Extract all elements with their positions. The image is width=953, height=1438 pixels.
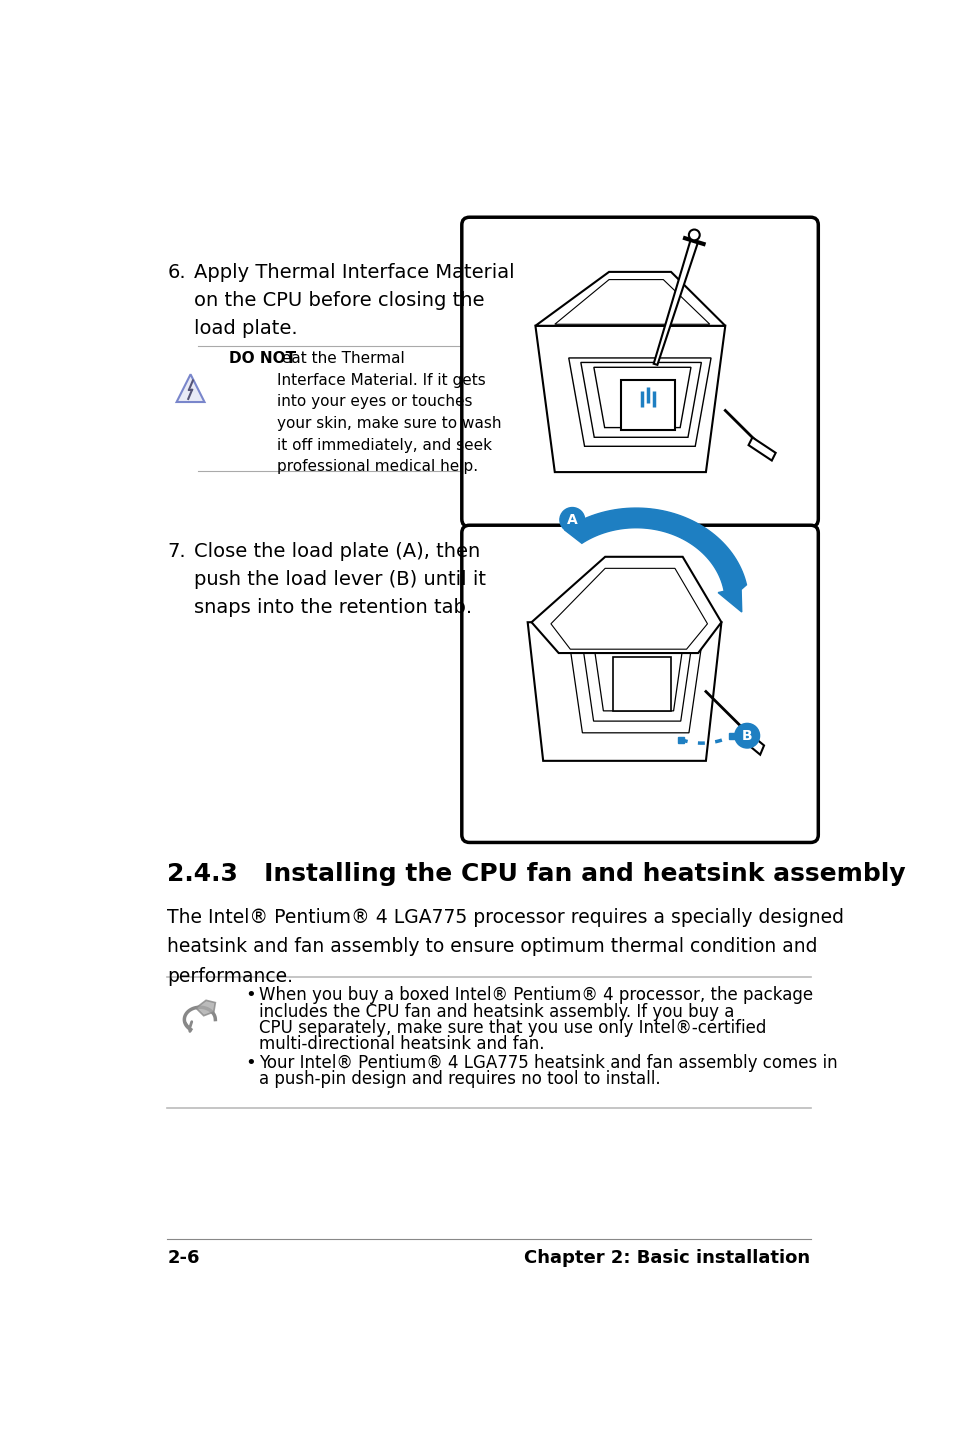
Polygon shape (620, 380, 674, 430)
Text: Your Intel® Pentium® 4 LGA775 heatsink and fan assembly comes in: Your Intel® Pentium® 4 LGA775 heatsink a… (258, 1054, 837, 1073)
Polygon shape (748, 437, 775, 460)
FancyBboxPatch shape (461, 525, 818, 843)
Text: 2.4.3   Installing the CPU fan and heatsink assembly: 2.4.3 Installing the CPU fan and heatsin… (167, 861, 905, 886)
Polygon shape (593, 367, 690, 427)
Text: Close the load plate (A), then
push the load lever (B) until it
snaps into the r: Close the load plate (A), then push the … (194, 542, 486, 617)
Text: •: • (245, 1054, 255, 1073)
Polygon shape (195, 1001, 215, 1015)
Text: •: • (245, 986, 255, 1005)
Polygon shape (653, 240, 698, 365)
Polygon shape (535, 326, 724, 472)
Text: When you buy a boxed Intel® Pentium® 4 processor, the package: When you buy a boxed Intel® Pentium® 4 p… (258, 986, 812, 1005)
Text: multi-directional heatsink and fan.: multi-directional heatsink and fan. (258, 1035, 543, 1053)
Polygon shape (736, 726, 763, 755)
Circle shape (734, 723, 759, 748)
Polygon shape (527, 623, 720, 761)
Text: CPU separately, make sure that you use only Intel®-certified: CPU separately, make sure that you use o… (258, 1018, 765, 1037)
Text: A: A (566, 513, 578, 526)
Polygon shape (535, 272, 724, 326)
Text: includes the CPU fan and heatsink assembly. If you buy a: includes the CPU fan and heatsink assemb… (258, 1002, 734, 1021)
FancyBboxPatch shape (461, 217, 818, 526)
Polygon shape (176, 374, 204, 403)
Polygon shape (568, 640, 701, 733)
Text: eat the Thermal
Interface Material. If it gets
into your eyes or touches
your sk: eat the Thermal Interface Material. If i… (277, 351, 501, 475)
Circle shape (559, 508, 584, 532)
Polygon shape (550, 568, 707, 649)
Text: Chapter 2: Basic installation: Chapter 2: Basic installation (524, 1250, 810, 1267)
Text: 6.: 6. (167, 263, 186, 282)
Text: Apply Thermal Interface Material
on the CPU before closing the
load plate.: Apply Thermal Interface Material on the … (194, 263, 515, 338)
Polygon shape (582, 644, 691, 720)
Text: DO NOT: DO NOT (229, 351, 296, 367)
Text: The Intel® Pentium® 4 LGA775 processor requires a specially designed
heatsink an: The Intel® Pentium® 4 LGA775 processor r… (167, 907, 843, 986)
Text: a push-pin design and requires no tool to install.: a push-pin design and requires no tool t… (258, 1070, 659, 1089)
Polygon shape (564, 508, 745, 613)
Polygon shape (555, 279, 709, 324)
Text: 2-6: 2-6 (167, 1250, 199, 1267)
Polygon shape (580, 362, 700, 437)
Polygon shape (612, 657, 670, 710)
Polygon shape (531, 557, 720, 653)
Polygon shape (594, 650, 681, 710)
Text: B: B (741, 729, 752, 742)
Polygon shape (568, 358, 710, 446)
Text: 7.: 7. (167, 542, 186, 561)
Circle shape (688, 230, 699, 240)
